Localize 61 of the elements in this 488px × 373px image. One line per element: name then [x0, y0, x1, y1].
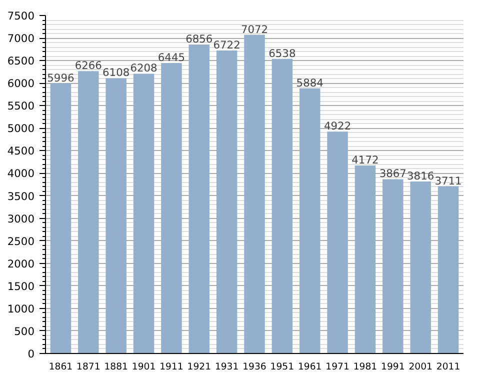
bar [382, 179, 404, 354]
data-label: 3711 [434, 174, 462, 188]
x-tick-label: 1901 [132, 362, 156, 372]
data-label: 6208 [130, 62, 158, 75]
y-tick-label: 7000 [7, 32, 35, 46]
y-tick-label: 4000 [7, 167, 35, 180]
y-tick-label: 1000 [7, 302, 35, 316]
y-tick-label: 3500 [7, 190, 35, 203]
bar [216, 50, 238, 354]
data-label: 5884 [296, 76, 324, 90]
data-label: 7072 [240, 22, 268, 36]
data-label: 3867 [379, 167, 406, 180]
y-tick-label: 5500 [7, 100, 35, 113]
data-label: 4922 [324, 120, 352, 133]
x-tick-label: 1871 [76, 362, 100, 372]
y-tick-label: 1500 [7, 280, 35, 293]
bar [161, 63, 182, 354]
x-tick-label: 1961 [298, 362, 322, 372]
bar [133, 74, 154, 354]
bar [188, 44, 210, 354]
bar [106, 78, 126, 354]
y-tick-label: 2500 [7, 234, 35, 248]
y-tick-label: 3000 [7, 212, 35, 226]
data-label: 6445 [158, 51, 186, 64]
x-tick-label: 1861 [48, 362, 73, 372]
bar [354, 165, 376, 354]
bar [410, 182, 431, 354]
x-tick-label: 1911 [160, 362, 184, 372]
bar [244, 34, 265, 354]
bar [272, 58, 293, 354]
x-tick-label: 1936 [242, 362, 266, 372]
data-label: 6538 [268, 46, 296, 60]
bar [78, 71, 99, 354]
y-tick-label: 2000 [7, 257, 35, 270]
x-tick-label: 1991 [381, 362, 405, 372]
y-tick-label: 500 [14, 324, 35, 338]
bar [327, 132, 348, 354]
y-tick-label: 7500 [7, 10, 35, 22]
data-label: 6266 [74, 59, 102, 72]
x-tick-label: 1931 [214, 362, 239, 372]
y-tick-label: 5000 [7, 122, 35, 136]
y-tick-label: 4500 [7, 144, 35, 158]
x-tick-label: 1881 [104, 362, 128, 372]
bar [50, 83, 72, 354]
x-tick-label: 1921 [187, 362, 212, 372]
data-label: 3816 [407, 170, 434, 183]
data-label: 5996 [47, 71, 75, 84]
x-tick-label: 2001 [408, 362, 433, 372]
data-label: 6856 [186, 32, 213, 46]
data-label: 4172 [352, 153, 379, 166]
data-label: 6722 [213, 38, 240, 52]
y-tick-label: 0 [28, 348, 35, 360]
y-tick-label: 6000 [7, 77, 35, 90]
x-tick-label: 2011 [436, 362, 460, 372]
x-tick-label: 1971 [326, 362, 350, 372]
data-label: 6108 [102, 66, 130, 80]
bar [299, 88, 320, 354]
x-tick-label: 1951 [270, 362, 294, 372]
bar [438, 186, 459, 354]
x-tick-label: 1981 [353, 362, 378, 372]
y-tick-label: 6500 [7, 54, 35, 68]
